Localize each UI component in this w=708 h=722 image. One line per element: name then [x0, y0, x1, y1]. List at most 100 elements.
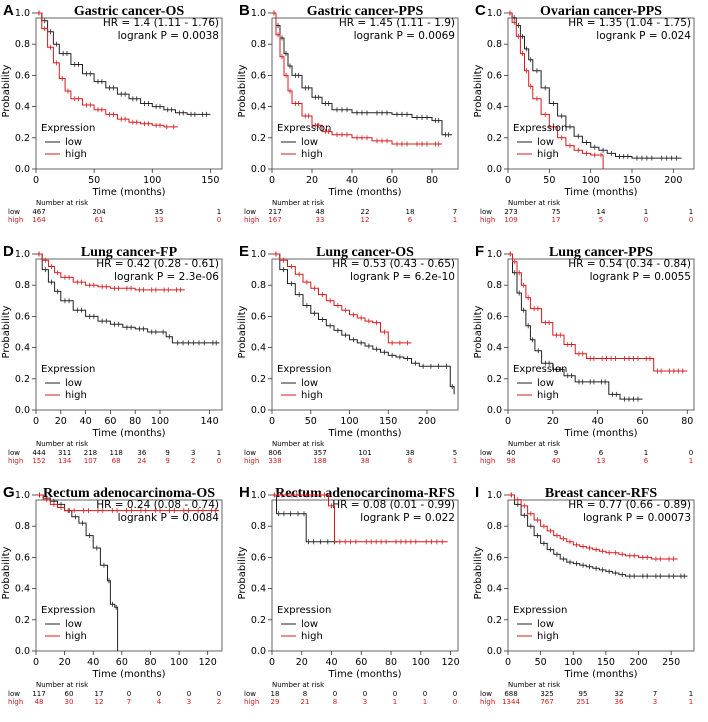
x-tick-label: 150 — [623, 175, 641, 186]
y-tick-label: 0.4 — [15, 343, 30, 354]
risk-value-low: 806 — [268, 449, 282, 457]
x-tick-label: 150 — [597, 657, 615, 668]
y-tick-label: 0.2 — [251, 615, 266, 626]
risk-value-low: 0 — [157, 690, 161, 698]
risk-row-label-high: high — [480, 698, 495, 706]
x-tick-label: 40 — [325, 657, 337, 668]
hazard-ratio: HR = 0.08 (0.01 - 0.99) — [332, 499, 455, 511]
risk-row-label-high: high — [8, 698, 23, 706]
x-tick-label: 20 — [547, 416, 559, 427]
risk-value-low: 18 — [271, 690, 280, 698]
risk-value-low: 0 — [423, 690, 427, 698]
risk-value-low: 9 — [165, 449, 169, 457]
risk-value-high: 0 — [689, 216, 693, 224]
risk-value-high: 152 — [32, 457, 45, 465]
x-tick-label: 100 — [412, 657, 430, 668]
risk-value-low: 48 — [316, 208, 325, 216]
x-axis-label: Time (months) — [563, 428, 637, 439]
risk-table-header: Number at risk — [272, 681, 325, 689]
x-tick-label: 80 — [129, 416, 141, 427]
x-tick-label: 20 — [55, 416, 67, 427]
x-tick-label: 50 — [535, 657, 547, 668]
x-tick-label: 80 — [144, 657, 156, 668]
x-tick-label: 200 — [664, 175, 682, 186]
y-axis-label: Probability — [237, 64, 248, 117]
y-axis-label: Probability — [1, 305, 12, 358]
legend-label-low: low — [301, 137, 318, 148]
chart-title: Lung cancer-OS — [316, 245, 414, 260]
y-tick-label: 0.0 — [487, 164, 502, 175]
x-tick-label: 0 — [269, 175, 275, 186]
y-tick-label: 0.2 — [487, 133, 502, 144]
legend-title: Expression — [513, 123, 567, 134]
hazard-ratio: HR = 1.35 (1.04 - 1.75) — [568, 17, 691, 29]
x-tick-label: 40 — [346, 175, 358, 186]
hazard-ratio: HR = 0.77 (0.66 - 0.89) — [568, 499, 691, 511]
y-tick-label: 0.2 — [251, 374, 266, 385]
legend-label-high: high — [65, 149, 87, 160]
km-curve-high — [36, 12, 178, 128]
x-axis-label: Time (months) — [327, 669, 401, 680]
legend-title: Expression — [41, 605, 95, 616]
risk-value-high: 1 — [453, 457, 457, 465]
x-tick-label: 80 — [681, 416, 693, 427]
risk-value-low: 467 — [32, 208, 45, 216]
risk-value-high: 13 — [155, 216, 164, 224]
x-tick-label: 0 — [505, 416, 511, 427]
risk-value-high: 12 — [361, 216, 370, 224]
chart-title: Ovarian cancer-PPS — [540, 4, 662, 19]
hazard-ratio: HR = 0.24 (0.08 - 0.74) — [96, 499, 219, 511]
risk-row-label-low: low — [8, 208, 20, 216]
panel-letter: C — [475, 2, 486, 19]
logrank-p: logrank P = 0.0084 — [118, 512, 220, 524]
risk-table-header: Number at risk — [508, 681, 561, 689]
risk-value-high: 0 — [217, 457, 221, 465]
risk-value-high: 24 — [137, 457, 146, 465]
risk-value-low: 118 — [109, 449, 122, 457]
x-tick-label: 20 — [296, 657, 308, 668]
legend-title: Expression — [277, 605, 331, 616]
logrank-p: logrank P = 0.024 — [596, 30, 691, 42]
chart-title: Rectum adenocarcinoma-OS — [43, 486, 215, 501]
risk-row-label-low: low — [244, 690, 256, 698]
panel-letter: H — [239, 484, 250, 501]
legend-title: Expression — [277, 123, 331, 134]
x-axis-label: Time (months) — [91, 187, 165, 198]
plot-frame — [507, 499, 695, 652]
risk-value-low: 117 — [32, 690, 45, 698]
hazard-ratio: HR = 0.53 (0.43 - 0.65) — [332, 258, 455, 270]
y-tick-label: 0.6 — [251, 552, 266, 563]
y-tick-label: 0.8 — [487, 521, 502, 532]
risk-value-low: 32 — [615, 690, 624, 698]
risk-row-label-high: high — [480, 216, 495, 224]
y-tick-label: 0.0 — [15, 405, 30, 416]
risk-value-low: 35 — [155, 208, 164, 216]
risk-value-high: 40 — [552, 457, 561, 465]
logrank-p: logrank P = 2.3e-06 — [114, 271, 219, 283]
y-tick-label: 0.6 — [15, 552, 30, 563]
risk-row-label-high: high — [480, 457, 495, 465]
legend-label-low: low — [65, 137, 82, 148]
legend-label-high: high — [537, 149, 559, 160]
km-curve-high — [36, 253, 185, 291]
risk-row-label-high: high — [8, 216, 23, 224]
risk-value-low: 101 — [358, 449, 371, 457]
y-tick-label: 0.2 — [15, 374, 30, 385]
risk-value-low: 0 — [217, 690, 221, 698]
risk-value-high: 98 — [507, 457, 516, 465]
risk-value-low: 444 — [32, 449, 46, 457]
x-tick-label: 50 — [88, 175, 100, 186]
x-axis-label: Time (months) — [91, 669, 165, 680]
risk-row-label-high: high — [8, 457, 23, 465]
risk-value-high: 6 — [644, 457, 649, 465]
risk-value-low: 17 — [95, 690, 104, 698]
risk-value-high: 68 — [112, 457, 121, 465]
panel-letter: D — [3, 243, 14, 260]
legend-label-high: high — [301, 390, 323, 401]
panel-g: G Rectum adenocarcinoma-OS 0.0 0.2 0.4 0.6 0.8… — [1, 484, 223, 706]
y-tick-label: 1.0 — [15, 490, 30, 501]
x-tick-label: 40 — [80, 416, 92, 427]
risk-value-high: 13 — [597, 457, 606, 465]
x-tick-label: 100 — [170, 657, 188, 668]
